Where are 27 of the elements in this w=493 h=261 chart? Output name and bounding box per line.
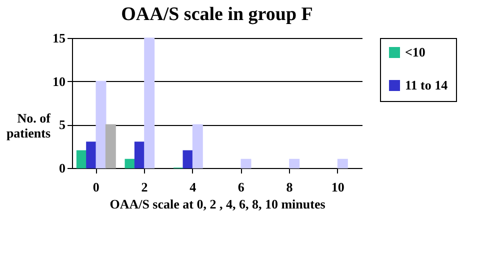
y-tick-label: 5 (59, 117, 66, 132)
y-axis-title: No. of patients (6, 110, 52, 140)
bar (76, 150, 87, 168)
x-tick-label: 8 (286, 180, 294, 194)
bar (105, 124, 116, 168)
y-tick-label: 0 (59, 160, 66, 176)
x-tick-label: 10 (331, 180, 344, 194)
legend-label: <10 (405, 44, 426, 60)
bar (96, 80, 106, 168)
bar (134, 142, 145, 168)
bar (86, 142, 97, 168)
bar (124, 158, 136, 168)
x-tick-label: 2 (141, 180, 148, 194)
bar (289, 158, 300, 168)
x-tick-label: 6 (238, 180, 245, 194)
y-tick-label: 10 (52, 74, 66, 89)
legend-label: 11 to 14 (405, 78, 448, 92)
bar (337, 158, 348, 168)
chart-title: OAA/S scale in group F (121, 4, 313, 25)
bar (182, 150, 194, 168)
y-tick-label: 15 (52, 30, 66, 46)
bar (144, 38, 155, 168)
x-axis-title: OAA/S scale at 0, 2 , 4, 6, 8, 10 minutes (110, 196, 326, 212)
x-tick-label: 0 (92, 180, 100, 194)
bar (192, 124, 203, 168)
bar (240, 158, 252, 168)
x-tick-label: 4 (190, 180, 197, 194)
